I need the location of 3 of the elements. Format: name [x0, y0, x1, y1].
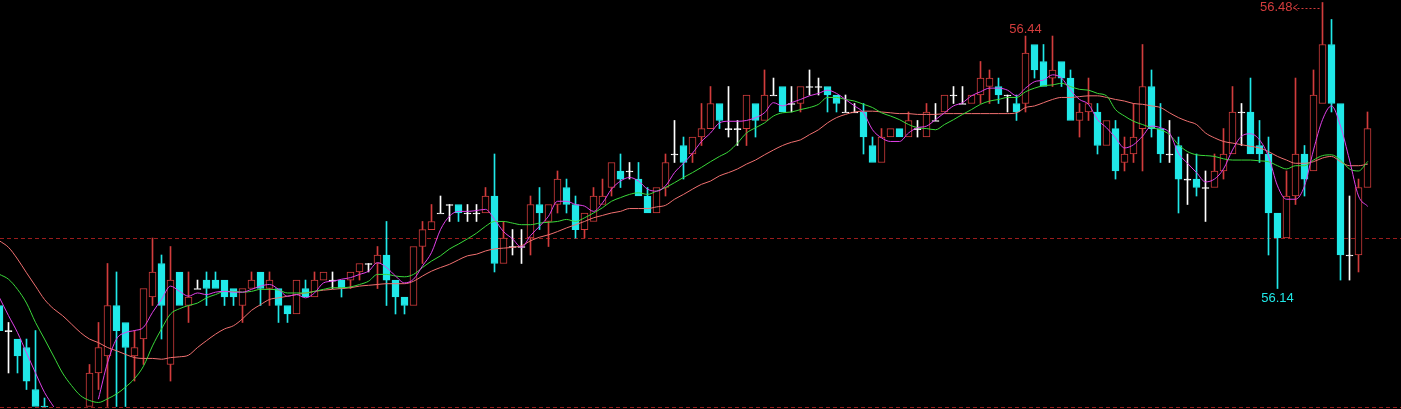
annotation: 56.14 — [1261, 289, 1294, 305]
annotation: 56.48 — [1259, 0, 1293, 15]
annotation: 56.44 — [1009, 21, 1042, 37]
